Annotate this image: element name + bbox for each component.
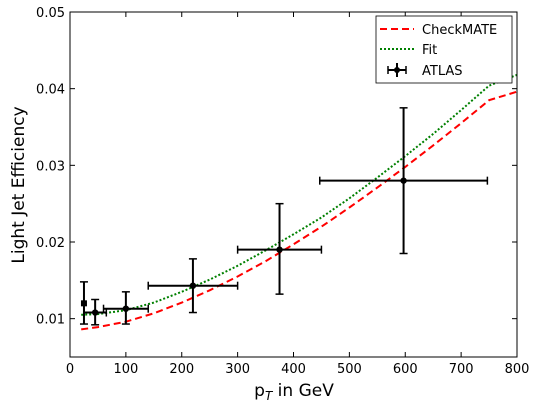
y-axis-label: Light Jet Efficiency — [9, 106, 29, 263]
x-axis-label: pT in GeV — [254, 381, 334, 403]
x-tick-label: 0 — [66, 362, 74, 377]
atlas-marker — [276, 246, 283, 253]
x-tick-label: 100 — [113, 362, 138, 377]
series-checkmate-line — [81, 90, 518, 331]
plot-errorbars — [79, 107, 489, 326]
atlas-point — [102, 291, 149, 325]
atlas-point — [147, 258, 239, 314]
x-axis-label-rest: in GeV — [272, 381, 334, 401]
x-tick-label: 700 — [449, 362, 474, 377]
y-tick-label: 0.04 — [36, 83, 65, 98]
atlas-marker — [189, 282, 197, 289]
legend-label-fit: Fit — [422, 43, 437, 58]
atlas-point — [236, 202, 323, 295]
x-tick-label: 200 — [169, 362, 194, 377]
legend-label-checkmate: CheckMATE — [422, 23, 497, 38]
x-axis-label-subscript: T — [265, 389, 274, 403]
atlas-marker — [91, 309, 99, 316]
legend-label-atlas: ATLAS — [422, 64, 463, 79]
x-tick-label: 400 — [281, 362, 306, 377]
atlas-point — [319, 107, 489, 255]
atlas-marker — [122, 305, 130, 312]
atlas-point — [79, 281, 88, 325]
x-tick-label: 500 — [337, 362, 362, 377]
x-tick-label: 600 — [393, 362, 418, 377]
y-tick-label: 0.03 — [36, 159, 65, 174]
x-tick-label: 300 — [225, 362, 250, 377]
x-axis-label-main: p — [254, 381, 265, 401]
legend: CheckMATE Fit ATLAS — [375, 15, 513, 84]
plot-curves — [81, 73, 518, 331]
series-fit-line — [81, 73, 518, 316]
atlas-marker — [80, 300, 87, 307]
atlas-point — [83, 298, 108, 326]
y-tick-label: 0.05 — [36, 6, 65, 21]
legend-marker-atlas — [387, 63, 407, 77]
y-tick-label: 0.02 — [36, 236, 65, 251]
y-tick-label: 0.01 — [36, 313, 65, 328]
x-tick-label: 800 — [505, 362, 530, 377]
atlas-marker — [400, 177, 407, 184]
axis-ticks: 0 100 200 300 400 500 600 700 800 0.01 0.02 0.03 0.0… — [36, 6, 529, 377]
